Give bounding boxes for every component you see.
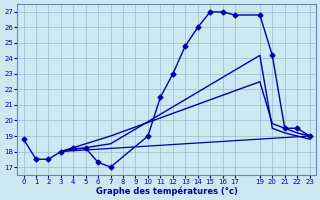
X-axis label: Graphe des températures (°c): Graphe des températures (°c): [96, 186, 237, 196]
